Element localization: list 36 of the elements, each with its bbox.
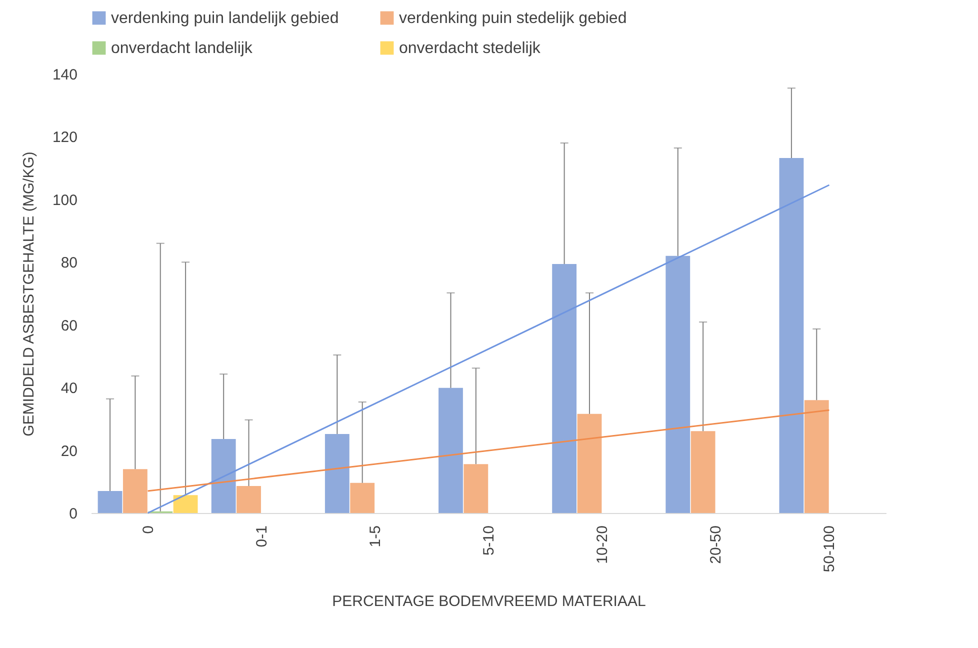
bar (577, 414, 602, 513)
x-tick-label: 0-1 (253, 526, 270, 548)
y-axis-title: GEMIDDELD ASBESTGEHALTE (MG/KG) (20, 152, 38, 436)
legend-label: onverdacht landelijk (111, 40, 254, 57)
bar (350, 482, 375, 513)
bar (464, 464, 488, 513)
x-tick-label: 10-20 (594, 526, 612, 564)
x-tick-label: 50-100 (821, 526, 838, 572)
bar (324, 434, 350, 513)
bar (804, 400, 829, 513)
bar (211, 438, 236, 513)
bar (690, 431, 716, 513)
x-tick-label: 20-50 (708, 526, 725, 564)
bar (666, 256, 690, 513)
y-tick-label: 100 (52, 192, 78, 209)
bar (98, 491, 122, 513)
bar (122, 469, 148, 513)
y-tick-label: 120 (52, 129, 78, 146)
bar (779, 158, 804, 513)
y-tick-label: 80 (60, 254, 78, 272)
x-axis-title: PERCENTAGE BODEMVREEMD MATERIAAL (332, 593, 646, 610)
legend-label: onverdacht stedelijk (399, 40, 542, 57)
y-tick-label: 0 (69, 506, 78, 522)
y-tick-label: 20 (60, 442, 78, 460)
x-tick-label: 5-10 (480, 526, 498, 556)
bar (236, 486, 261, 513)
bar (552, 264, 577, 513)
legend-label: verdenking puin landelijk gebied (111, 10, 339, 27)
x-tick-label: 1-5 (366, 526, 384, 548)
legend-label: verdenking puin stedelijk gebied (399, 10, 627, 27)
y-tick-label: 40 (60, 380, 78, 398)
bar (438, 388, 463, 513)
bar (173, 495, 198, 513)
x-tick-label: 0 (140, 526, 157, 534)
y-tick-label: 140 (52, 66, 78, 84)
y-tick-label: 60 (60, 317, 78, 334)
